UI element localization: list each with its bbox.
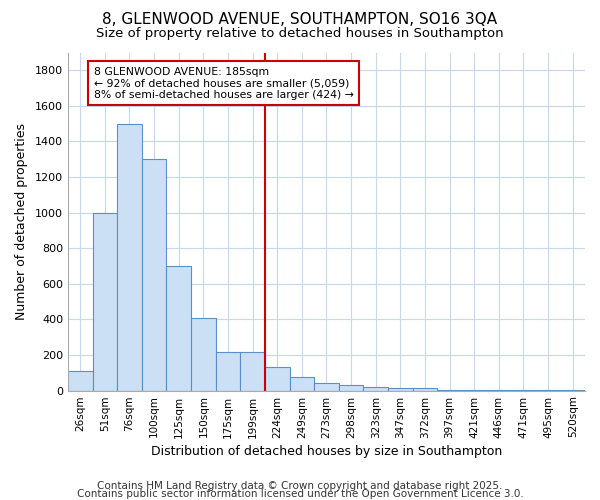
Bar xyxy=(215,352,240,391)
Bar xyxy=(68,371,92,390)
Bar xyxy=(364,387,388,390)
Text: Contains public sector information licensed under the Open Government Licence 3.: Contains public sector information licen… xyxy=(77,489,523,499)
Bar xyxy=(92,212,117,390)
Text: Contains HM Land Registry data © Crown copyright and database right 2025.: Contains HM Land Registry data © Crown c… xyxy=(97,481,503,491)
Bar xyxy=(191,318,215,390)
Bar xyxy=(166,266,191,390)
Y-axis label: Number of detached properties: Number of detached properties xyxy=(15,123,28,320)
Bar xyxy=(388,388,413,390)
Bar xyxy=(265,366,290,390)
Bar xyxy=(240,352,265,391)
Bar xyxy=(142,160,166,390)
Bar xyxy=(117,124,142,390)
Bar xyxy=(314,384,339,390)
Text: 8 GLENWOOD AVENUE: 185sqm
← 92% of detached houses are smaller (5,059)
8% of sem: 8 GLENWOOD AVENUE: 185sqm ← 92% of detac… xyxy=(94,66,353,100)
Text: Size of property relative to detached houses in Southampton: Size of property relative to detached ho… xyxy=(96,28,504,40)
Bar xyxy=(339,385,364,390)
Bar xyxy=(290,377,314,390)
X-axis label: Distribution of detached houses by size in Southampton: Distribution of detached houses by size … xyxy=(151,444,502,458)
Text: 8, GLENWOOD AVENUE, SOUTHAMPTON, SO16 3QA: 8, GLENWOOD AVENUE, SOUTHAMPTON, SO16 3Q… xyxy=(103,12,497,28)
Bar xyxy=(413,388,437,390)
